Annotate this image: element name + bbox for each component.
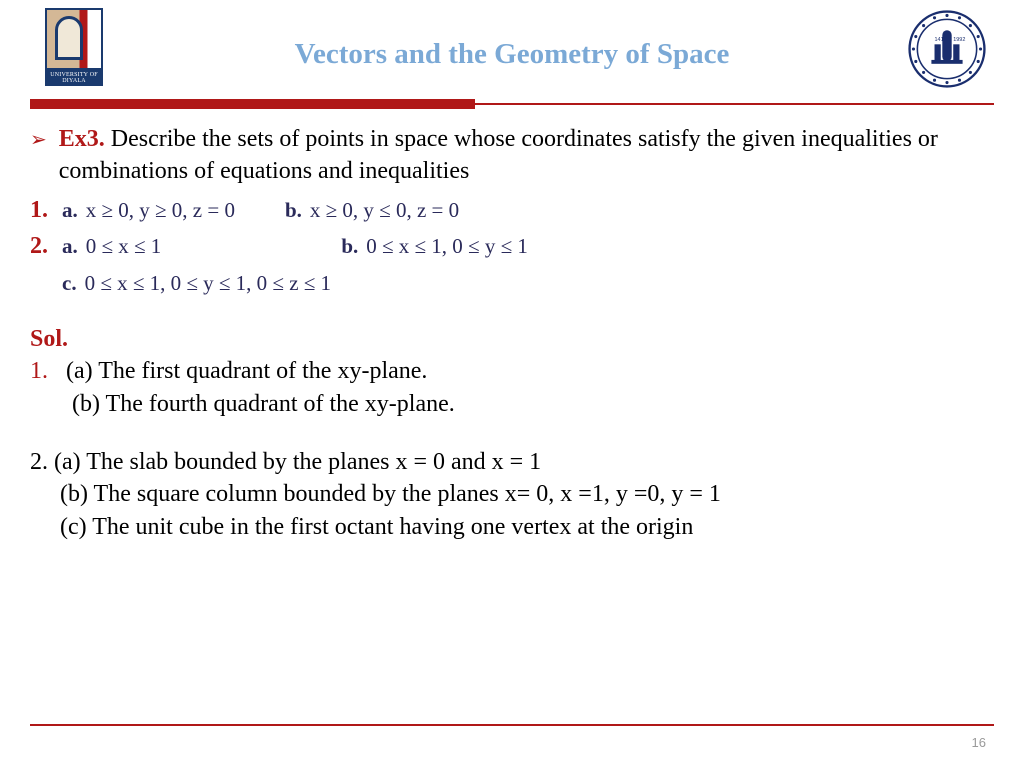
footer-divider bbox=[30, 724, 994, 726]
solution-1b: (b) The fourth quadrant of the xy-plane. bbox=[30, 388, 994, 420]
problem-1a: a.x ≥ 0, y ≥ 0, z = 0 bbox=[62, 196, 235, 224]
bullet-icon: ➢ bbox=[30, 127, 47, 188]
example-label: Ex3. bbox=[59, 126, 105, 152]
college-logo-right: 1411 1992 bbox=[908, 10, 986, 88]
problem-2b: b.0 ≤ x ≤ 1, 0 ≤ y ≤ 1 bbox=[341, 232, 528, 260]
problem-2a: a.0 ≤ x ≤ 1 bbox=[62, 232, 161, 260]
header-divider bbox=[0, 99, 1024, 109]
problem-number-1: 1. bbox=[30, 194, 62, 226]
page-number: 16 bbox=[972, 735, 986, 750]
example-prompt: Describe the sets of points in space who… bbox=[59, 126, 938, 184]
solution-2c: (c) The unit cube in the first octant ha… bbox=[30, 511, 994, 543]
svg-text:1411: 1411 bbox=[935, 37, 947, 43]
problem-1b: b.x ≥ 0, y ≤ 0, z = 0 bbox=[285, 196, 459, 224]
solution-2b: (b) The square column bounded by the pla… bbox=[30, 478, 994, 510]
solution-number-1: 1. bbox=[30, 355, 66, 387]
solution-2a: 2. (a) The slab bounded by the planes x … bbox=[30, 446, 994, 478]
left-logo-caption: UNIVERSITY OF DIYALA bbox=[45, 70, 103, 86]
solution-1a: (a) The first quadrant of the xy-plane. bbox=[66, 358, 427, 384]
solution-label: Sol. bbox=[30, 323, 994, 355]
page-title: Vectors and the Geometry of Space bbox=[30, 10, 994, 71]
problem-number-2: 2. bbox=[30, 230, 62, 262]
problem-2c: c.0 ≤ x ≤ 1, 0 ≤ y ≤ 1, 0 ≤ z ≤ 1 bbox=[62, 271, 331, 295]
svg-text:1992: 1992 bbox=[953, 37, 965, 43]
university-logo-left: UNIVERSITY OF DIYALA bbox=[45, 8, 103, 86]
